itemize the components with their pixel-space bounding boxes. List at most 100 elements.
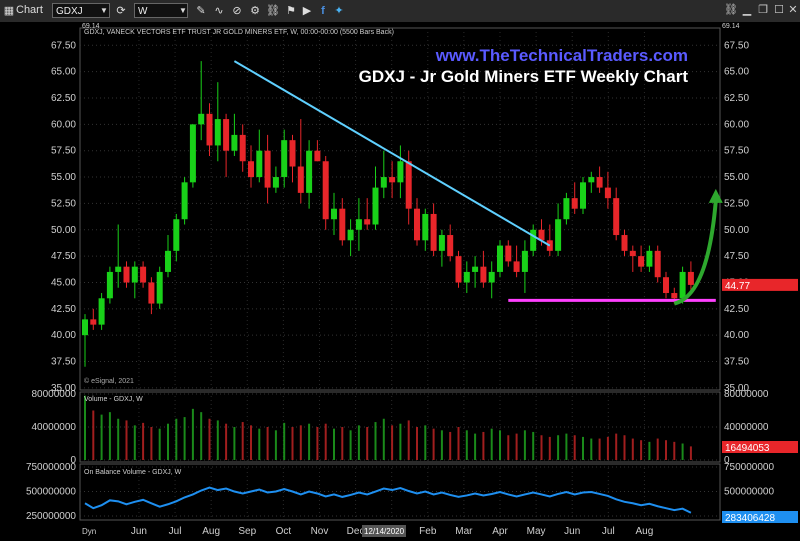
candle-body [231,134,238,151]
month-label: Aug [636,526,654,537]
last-obv-tag [722,511,798,523]
dyn-label[interactable]: Dyn [82,527,96,536]
candle-body [115,266,122,272]
candle-body [654,250,661,278]
chart-canvas[interactable]: 67.50 67.50 65.00 65.00 62.50 62.50 60.00 60.00… [0,22,800,541]
candle-body [472,266,479,272]
price-tick-label-left: 60.00 [51,119,76,130]
candle-body [455,256,462,283]
candle-body [389,177,396,183]
candle-body [214,119,221,146]
candle-body [397,161,404,183]
chart-window-label: Chart [16,4,43,16]
interval-input[interactable]: W [134,3,188,18]
month-label: Nov [311,526,329,537]
candle-body [189,124,196,183]
maximize-icon[interactable]: ☐ [774,4,784,16]
price-tick-label-left: 42.50 [51,304,76,315]
link-window-icon[interactable]: ⛓ [724,4,738,16]
candle-body [488,271,495,283]
candle-body [347,229,354,241]
volume-tick-label-right: 80000000 [724,389,769,400]
last-price-value: 44.77 [725,281,750,292]
price-tick-label-right: 57.50 [724,146,749,157]
wave-icon[interactable]: ∿ [214,5,224,17]
candle-body [621,235,628,251]
obv-tick-label-left: 500000000 [26,487,76,498]
interval-dropdown-icon[interactable]: ▼ [179,6,187,15]
candle-body [239,134,246,162]
month-label: Dec [347,526,365,537]
price-tick-label-left: 52.50 [51,198,76,209]
price-panel-header: GDXJ, VANECK VECTORS ETF TRUST JR GOLD M… [84,29,394,36]
candle-body [679,271,686,299]
candle-body [380,177,387,188]
minimize-icon[interactable]: ▁ [742,4,752,16]
month-label: Apr [492,526,508,537]
play-icon[interactable]: ▶ [302,5,312,17]
candle-body [513,261,520,272]
volume-tick-label-left: 40000000 [32,422,77,433]
twitter-icon[interactable]: ✦ [334,5,344,17]
candle-body [322,161,329,220]
last-volume-tag [722,441,798,453]
candle-body [306,150,313,193]
candle-body [181,182,188,220]
candle-body [123,266,130,283]
candle-body [438,235,445,251]
last-volume-value: 16494053 [725,443,770,454]
last-obv-value: 283406428 [725,513,775,524]
candle-body [372,187,379,225]
flag-icon[interactable]: ⚑ [286,5,296,17]
candle-body [629,250,636,257]
chart-window-icon: ▦ [3,5,15,17]
candle-body [463,271,470,283]
candle-body [422,213,429,241]
symbol-input[interactable]: GDXJ [52,3,110,18]
candle-body [505,245,512,262]
obv-line [84,486,692,514]
candle-body [331,208,337,220]
month-label: Jun [131,526,147,537]
month-label: Aug [202,526,220,537]
candle-body [256,150,263,178]
candle-body [563,198,570,220]
price-tick-label-left: 45.00 [51,277,76,288]
obv-panel-header: On Balance Volume - GDXJ, W [84,469,182,476]
price-tick-label-left: 57.50 [51,146,76,157]
settings-icon[interactable]: ⚙ [250,5,260,17]
candle-body [604,187,611,199]
candle-body [339,208,346,241]
price-tick-label-left: 50.00 [51,225,76,236]
candle-body [530,229,537,251]
price-tick-label-right: 60.00 [724,119,749,130]
candle-body [140,266,147,283]
price-tick-label-right: 42.50 [724,304,749,315]
price-tick-label-left: 65.00 [51,67,76,78]
facebook-icon[interactable]: f [321,5,325,17]
refresh-icon[interactable]: ⟳ [116,5,126,17]
link-icon[interactable]: ⛓ [266,5,280,17]
analysis-icon[interactable]: ⊘ [232,5,242,17]
restore-icon[interactable]: ❐ [758,4,768,16]
candle-body [281,140,288,178]
candle-body [580,182,586,209]
obv-tick-label-left: 250000000 [26,511,76,522]
price-tick-label-right: 50.00 [724,225,749,236]
month-label: Jun [564,526,580,537]
projection-arrow-head [708,188,723,203]
price-tick-label-left: 55.00 [51,172,76,183]
volume-tick-label-right: 40000000 [724,422,769,433]
draw-icon[interactable]: ✎ [196,5,206,17]
obv-tick-label-right: 750000000 [724,462,774,473]
price-panel [79,27,721,391]
month-label: Mar [455,526,473,537]
candle-body [430,213,437,251]
price-tick-label-left: 62.50 [51,93,76,104]
downtrend-line [233,60,551,247]
month-label: Sep [238,526,256,537]
close-icon[interactable]: ✕ [788,4,798,16]
volume-tick-label-left: 80000000 [32,389,77,400]
symbol-dropdown-icon[interactable]: ▼ [100,6,108,15]
candle-body [264,150,271,188]
